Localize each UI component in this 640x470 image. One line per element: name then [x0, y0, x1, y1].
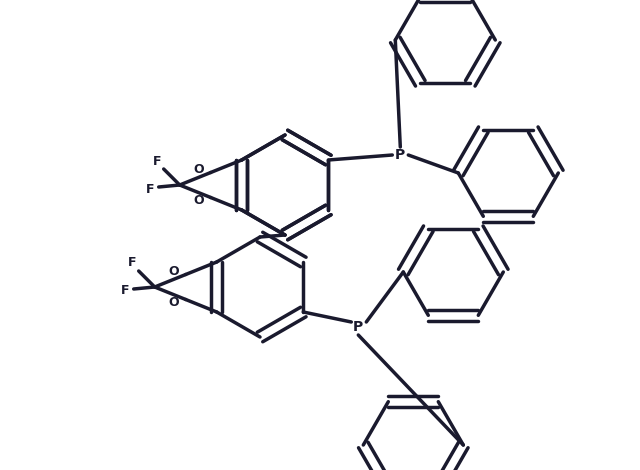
Text: P: P: [353, 320, 364, 334]
Text: O: O: [168, 296, 179, 309]
Text: F: F: [152, 155, 161, 167]
Text: O: O: [193, 163, 204, 176]
Text: F: F: [145, 182, 154, 196]
Text: F: F: [120, 284, 129, 298]
Text: P: P: [395, 148, 405, 162]
Text: O: O: [168, 265, 179, 278]
Text: F: F: [127, 257, 136, 269]
Text: O: O: [193, 194, 204, 207]
